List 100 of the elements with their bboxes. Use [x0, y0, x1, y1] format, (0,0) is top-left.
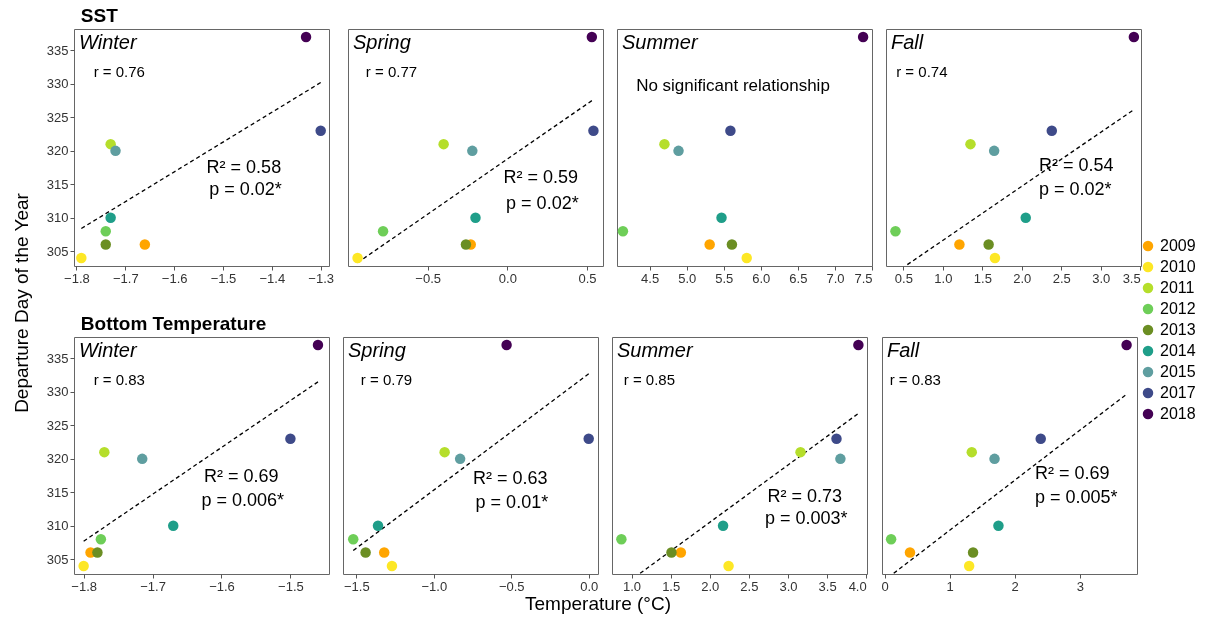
x-tick-label: 1.0 [623, 578, 642, 594]
annotation: p = 0.02* [506, 193, 579, 214]
annotation: p = 0.006* [201, 489, 285, 510]
y-tick-label: 325 [46, 109, 69, 125]
chart-subtitle: Fall [887, 339, 920, 361]
annotation: r = 0.79 [360, 370, 413, 388]
point [1035, 433, 1046, 444]
x-tick-label: 3 [1076, 578, 1084, 594]
legend-label: 2010 [1160, 258, 1196, 275]
chart-subtitle: Summer [622, 31, 699, 53]
chart-title: SST [80, 4, 119, 26]
point [372, 520, 384, 532]
x-tick-label: 7.0 [826, 270, 845, 286]
annotation: R² = 0.58 [206, 156, 282, 177]
legend-label: 2009 [1160, 237, 1196, 254]
x-tick-label: −1.8 [71, 578, 97, 594]
x-tick-label: 5.5 [715, 270, 734, 286]
annotation: R² = 0.69 [204, 465, 279, 486]
chart-title: Bottom Temperature [80, 312, 267, 334]
point [716, 212, 727, 224]
y-tick-label: 305 [46, 243, 69, 259]
point [95, 533, 107, 545]
x-tick-label: −1.5 [278, 578, 304, 594]
point [105, 138, 116, 150]
x-tick-label: 6.5 [789, 270, 808, 286]
chart-subtitle: Winter [79, 31, 138, 53]
annotation: R² = 0.54 [1039, 155, 1114, 176]
point [360, 547, 371, 558]
x-tick-label: 2.0 [701, 578, 720, 594]
y-axis-title: Departure Day of the Year [11, 193, 33, 413]
annotation: r = 0.83 [93, 370, 145, 388]
point [285, 433, 296, 444]
point [741, 252, 752, 264]
point [454, 453, 466, 465]
x-tick-label: 3.0 [1092, 270, 1111, 286]
x-tick-label: 4.5 [641, 270, 660, 286]
legend-label: 2014 [1160, 342, 1196, 359]
y-tick-label: 335 [46, 350, 69, 366]
annotation: No significant relationship [636, 75, 830, 95]
y-tick-label: 310 [46, 210, 69, 226]
point [989, 453, 1000, 465]
x-tick-label: 2.5 [740, 578, 759, 594]
annotation: r = 0.83 [889, 370, 941, 388]
point [583, 433, 594, 444]
x-tick-label: −1.8 [64, 270, 90, 286]
y-tick-label: 315 [46, 484, 69, 500]
y-tick-label: 310 [46, 518, 69, 534]
x-tick-label: −1.6 [161, 270, 188, 286]
point [378, 547, 390, 558]
point [616, 533, 627, 545]
y-tick-label: 320 [46, 143, 69, 159]
y-tick-label: 335 [46, 42, 69, 58]
point [835, 453, 846, 465]
annotation: r = 0.76 [93, 62, 145, 80]
point [76, 252, 87, 264]
legend-label: 2017 [1160, 384, 1196, 401]
x-tick-label: −1.0 [421, 578, 448, 594]
annotation: p = 0.005* [1035, 487, 1118, 508]
point [588, 125, 599, 136]
point [659, 138, 670, 150]
x-tick-label: 4.0 [848, 578, 867, 594]
point [467, 145, 478, 157]
point [965, 138, 976, 150]
y-tick-label: 330 [46, 384, 69, 400]
point [954, 239, 965, 250]
annotation: p = 0.02* [1039, 179, 1112, 200]
point [105, 212, 116, 224]
annotation: r = 0.85 [623, 370, 676, 388]
point [99, 446, 110, 458]
y-tick-label: 305 [46, 551, 69, 567]
point [100, 239, 111, 250]
y-tick-label: 330 [46, 76, 69, 92]
x-tick-label: −1.5 [343, 578, 370, 594]
point [470, 212, 481, 224]
point [988, 145, 1000, 157]
point [885, 533, 897, 545]
point [853, 339, 864, 351]
y-tick-label: 325 [46, 417, 69, 433]
point [312, 339, 324, 351]
annotation: p = 0.01* [475, 491, 549, 512]
legend-label: 2012 [1160, 300, 1196, 317]
x-tick-label: 2.5 [1052, 270, 1071, 286]
point [347, 533, 359, 545]
point [963, 560, 975, 572]
point [460, 239, 472, 250]
legend-label: 2018 [1160, 405, 1196, 422]
point [1020, 212, 1031, 224]
y-tick-label: 315 [46, 176, 69, 192]
x-tick-label: −0.5 [498, 578, 525, 594]
point [136, 453, 148, 465]
point [857, 31, 869, 43]
x-tick-label: 3.0 [779, 578, 798, 594]
point [168, 520, 179, 532]
x-tick-label: 6.0 [752, 270, 771, 286]
chart-subtitle: Spring [353, 31, 411, 53]
point [675, 547, 687, 558]
x-tick-label: 3.5 [1122, 270, 1141, 286]
point [1046, 125, 1058, 136]
legend-label: 2015 [1160, 363, 1196, 380]
y-tick-label: 320 [46, 451, 69, 467]
